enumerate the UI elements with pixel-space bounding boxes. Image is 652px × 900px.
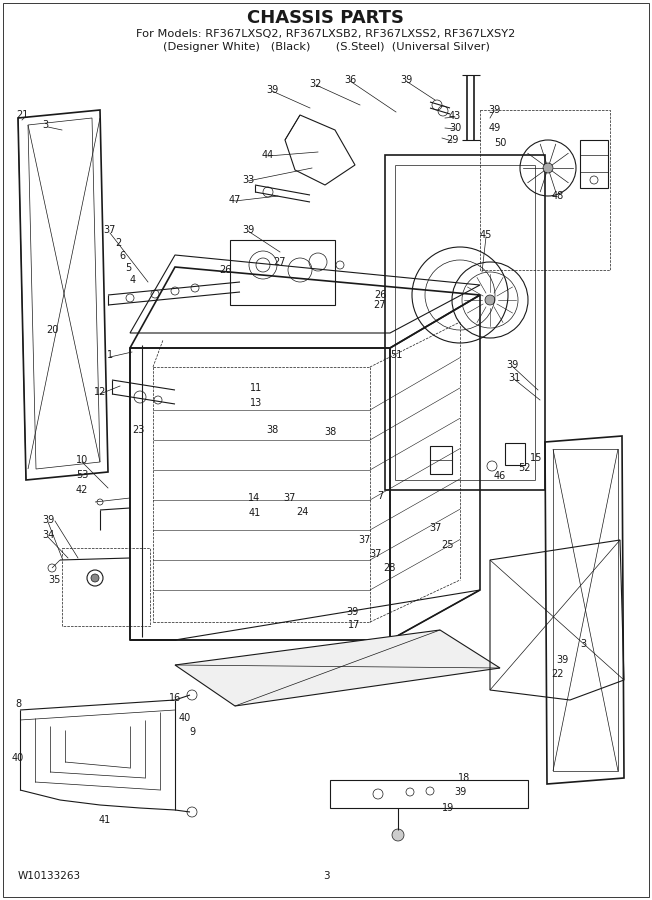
Text: 35: 35 [49, 575, 61, 585]
Bar [580, 140, 608, 188]
Text: 26: 26 [374, 290, 386, 300]
Text: 10: 10 [76, 455, 88, 465]
Text: 3: 3 [42, 120, 48, 130]
Text: 16: 16 [169, 693, 181, 703]
Text: 41: 41 [99, 815, 111, 825]
Text: 22: 22 [552, 669, 564, 679]
Bar [480, 110, 610, 270]
Text: 39: 39 [266, 85, 278, 95]
Text: 30: 30 [449, 123, 461, 133]
Text: 49: 49 [489, 123, 501, 133]
Text: 37: 37 [370, 549, 382, 559]
Text: 39: 39 [506, 360, 518, 370]
Text: 25: 25 [442, 540, 454, 550]
Text: 37: 37 [284, 493, 296, 503]
Text: 43: 43 [449, 111, 461, 121]
Text: 9: 9 [189, 727, 195, 737]
Text: 20: 20 [46, 325, 58, 335]
Text: 33: 33 [242, 175, 254, 185]
Text: 45: 45 [480, 230, 492, 240]
Text: 29: 29 [446, 135, 458, 145]
Text: 34: 34 [42, 530, 54, 540]
Text: 40: 40 [12, 753, 24, 763]
Text: 42: 42 [76, 485, 88, 495]
Text: 48: 48 [552, 191, 564, 201]
Text: 24: 24 [296, 507, 308, 517]
Text: 3: 3 [323, 871, 329, 881]
Text: 37: 37 [104, 225, 116, 235]
Bar [62, 548, 150, 626]
Text: 6: 6 [119, 251, 125, 261]
Text: 50: 50 [494, 138, 506, 148]
Text: 39: 39 [454, 787, 466, 797]
Text: 14: 14 [248, 493, 260, 503]
Text: 27: 27 [274, 257, 286, 267]
Text: 7: 7 [377, 491, 383, 501]
Bar [430, 446, 452, 474]
Text: 12: 12 [94, 387, 106, 397]
Text: 44: 44 [262, 150, 274, 160]
Text: CHASSIS PARTS: CHASSIS PARTS [248, 9, 404, 27]
Text: 28: 28 [383, 563, 395, 573]
Text: 47: 47 [229, 195, 241, 205]
Text: 18: 18 [458, 773, 470, 783]
Text: 4: 4 [130, 275, 136, 285]
Text: 39: 39 [346, 607, 358, 617]
Text: 11: 11 [250, 383, 262, 393]
Text: 2: 2 [115, 238, 121, 248]
Circle shape [392, 829, 404, 841]
Text: 38: 38 [324, 427, 336, 437]
Text: 52: 52 [518, 463, 530, 473]
Text: 5: 5 [125, 263, 131, 273]
Text: W10133263: W10133263 [18, 871, 81, 881]
Text: 41: 41 [249, 508, 261, 518]
Text: 51: 51 [390, 350, 402, 360]
Text: 46: 46 [494, 471, 506, 481]
Text: 23: 23 [132, 425, 144, 435]
Bar [553, 449, 618, 771]
Text: 39: 39 [400, 75, 412, 85]
Circle shape [91, 574, 99, 582]
Text: 32: 32 [310, 79, 322, 89]
Text: 40: 40 [179, 713, 191, 723]
Circle shape [543, 163, 553, 173]
Text: 39: 39 [242, 225, 254, 235]
Polygon shape [175, 630, 500, 706]
Text: 21: 21 [16, 110, 28, 120]
Bar [505, 443, 525, 465]
Bar [330, 780, 528, 808]
Text: 31: 31 [508, 373, 520, 383]
Text: (Designer White)   (Black)       (S.Steel)  (Universal Silver): (Designer White) (Black) (S.Steel) (Univ… [162, 42, 490, 52]
Text: 19: 19 [442, 803, 454, 813]
Text: 39: 39 [488, 105, 500, 115]
Text: 53: 53 [76, 470, 88, 480]
Text: 27: 27 [374, 300, 386, 310]
Text: 1: 1 [107, 350, 113, 360]
Circle shape [485, 295, 495, 305]
Text: 37: 37 [359, 535, 371, 545]
Text: 39: 39 [556, 655, 568, 665]
Text: 36: 36 [344, 75, 356, 85]
Text: 17: 17 [348, 620, 360, 630]
Text: 15: 15 [530, 453, 542, 463]
Text: 8: 8 [15, 699, 21, 709]
Text: 13: 13 [250, 398, 262, 408]
Text: For Models: RF367LXSQ2, RF367LXSB2, RF367LXSS2, RF367LXSY2: For Models: RF367LXSQ2, RF367LXSB2, RF36… [136, 29, 516, 39]
Text: 39: 39 [42, 515, 54, 525]
Text: 26: 26 [219, 265, 231, 275]
Text: 38: 38 [266, 425, 278, 435]
Text: 37: 37 [430, 523, 442, 533]
Text: 3: 3 [580, 639, 586, 649]
Bar [230, 240, 335, 305]
